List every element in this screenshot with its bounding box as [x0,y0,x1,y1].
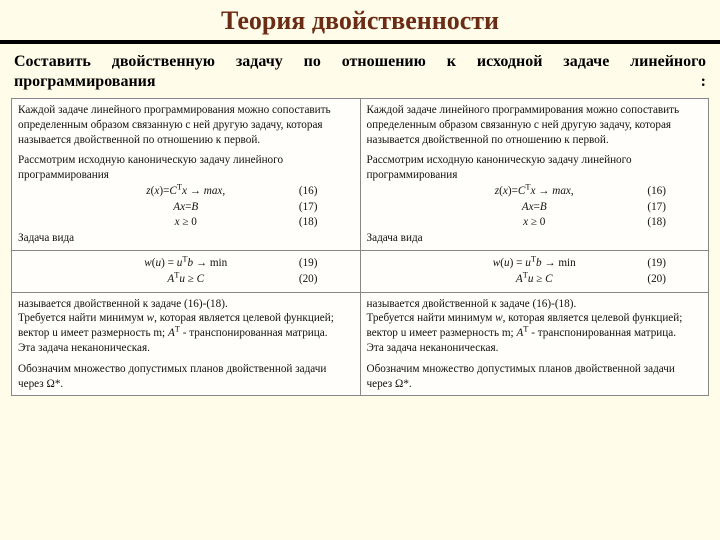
cell-r3c2: называется двойственной к задаче (16)-(1… [360,292,709,396]
r3-p2ab: Требуется найти минимум [367,312,496,324]
eq-20b: ATu ≥ C (20) [367,272,703,287]
eq-16: z(x)=CTx → max, (16) [18,184,354,199]
r1-p1b: Каждой задаче линейного программирования… [367,103,703,147]
r3-p1b: называется двойственной к задаче (16)-(1… [367,297,703,312]
r3-p3b: Эта задача неканоническая. [367,341,703,356]
eq19-num: (19) [299,256,318,271]
eq-16b: z(x)=CTx → max, (16) [367,184,703,199]
r3-p2c: - транспонированная матрица. [180,327,328,339]
cell-r2c1: w(u) = uTb → min (19) ATu ≥ C (20) [12,251,361,293]
eq-18: x ≥ 0 (18) [18,215,354,230]
r1-p1: Каждой задаче линейного программирования… [18,103,354,147]
eq17-num: (17) [299,200,318,215]
r1-p3b: Задача вида [367,231,703,246]
r3-p1: называется двойственной к задаче (16)-(1… [18,297,354,312]
cell-r2c2: w(u) = uTb → min (19) ATu ≥ C (20) [360,251,709,293]
eq20-num: (20) [299,272,318,287]
eq16-numb: (16) [647,184,666,199]
r3-p2cb: - транспонированная матрица. [528,327,676,339]
eq-18b: x ≥ 0 (18) [367,215,703,230]
eq-19b: w(u) = uTb → min (19) [367,256,703,271]
cell-r1c1: Каждой задаче линейного программирования… [12,99,361,251]
cell-r3c1: называется двойственной к задаче (16)-(1… [12,292,361,396]
r1-p3: Задача вида [18,231,354,246]
r3-p4: Обозначим множество допустимых планов дв… [18,362,354,392]
eq-20: ATu ≥ C (20) [18,272,354,287]
r3-p2: Требуется найти минимум w, которая являе… [18,311,354,341]
r3-p2b2: Требуется найти минимум w, которая являе… [367,311,703,341]
page-title: Теория двойственности [0,6,720,40]
r1-p2b: Рассмотрим исходную каноническую задачу … [367,153,703,183]
eq19-numb: (19) [647,256,666,271]
r3-p4b: Обозначим множество допустимых планов дв… [367,362,703,392]
r1-p2: Рассмотрим исходную каноническую задачу … [18,153,354,183]
eq-19: w(u) = uTb → min (19) [18,256,354,271]
eq16-num: (16) [299,184,318,199]
intro-text: Составить двойственную задачу по отношен… [0,44,720,98]
eq18-numb: (18) [647,215,666,230]
r3-p2a: Требуется найти минимум [18,312,147,324]
r3-p3: Эта задача неканоническая. [18,341,354,356]
eq17-numb: (17) [647,200,666,215]
eq18-num: (18) [299,215,318,230]
eq-17: Ax=B (17) [18,200,354,215]
content-table: Каждой задаче линейного программирования… [11,98,709,396]
eq-17b: Ax=B (17) [367,200,703,215]
cell-r1c2: Каждой задаче линейного программирования… [360,99,709,251]
eq20-numb: (20) [647,272,666,287]
